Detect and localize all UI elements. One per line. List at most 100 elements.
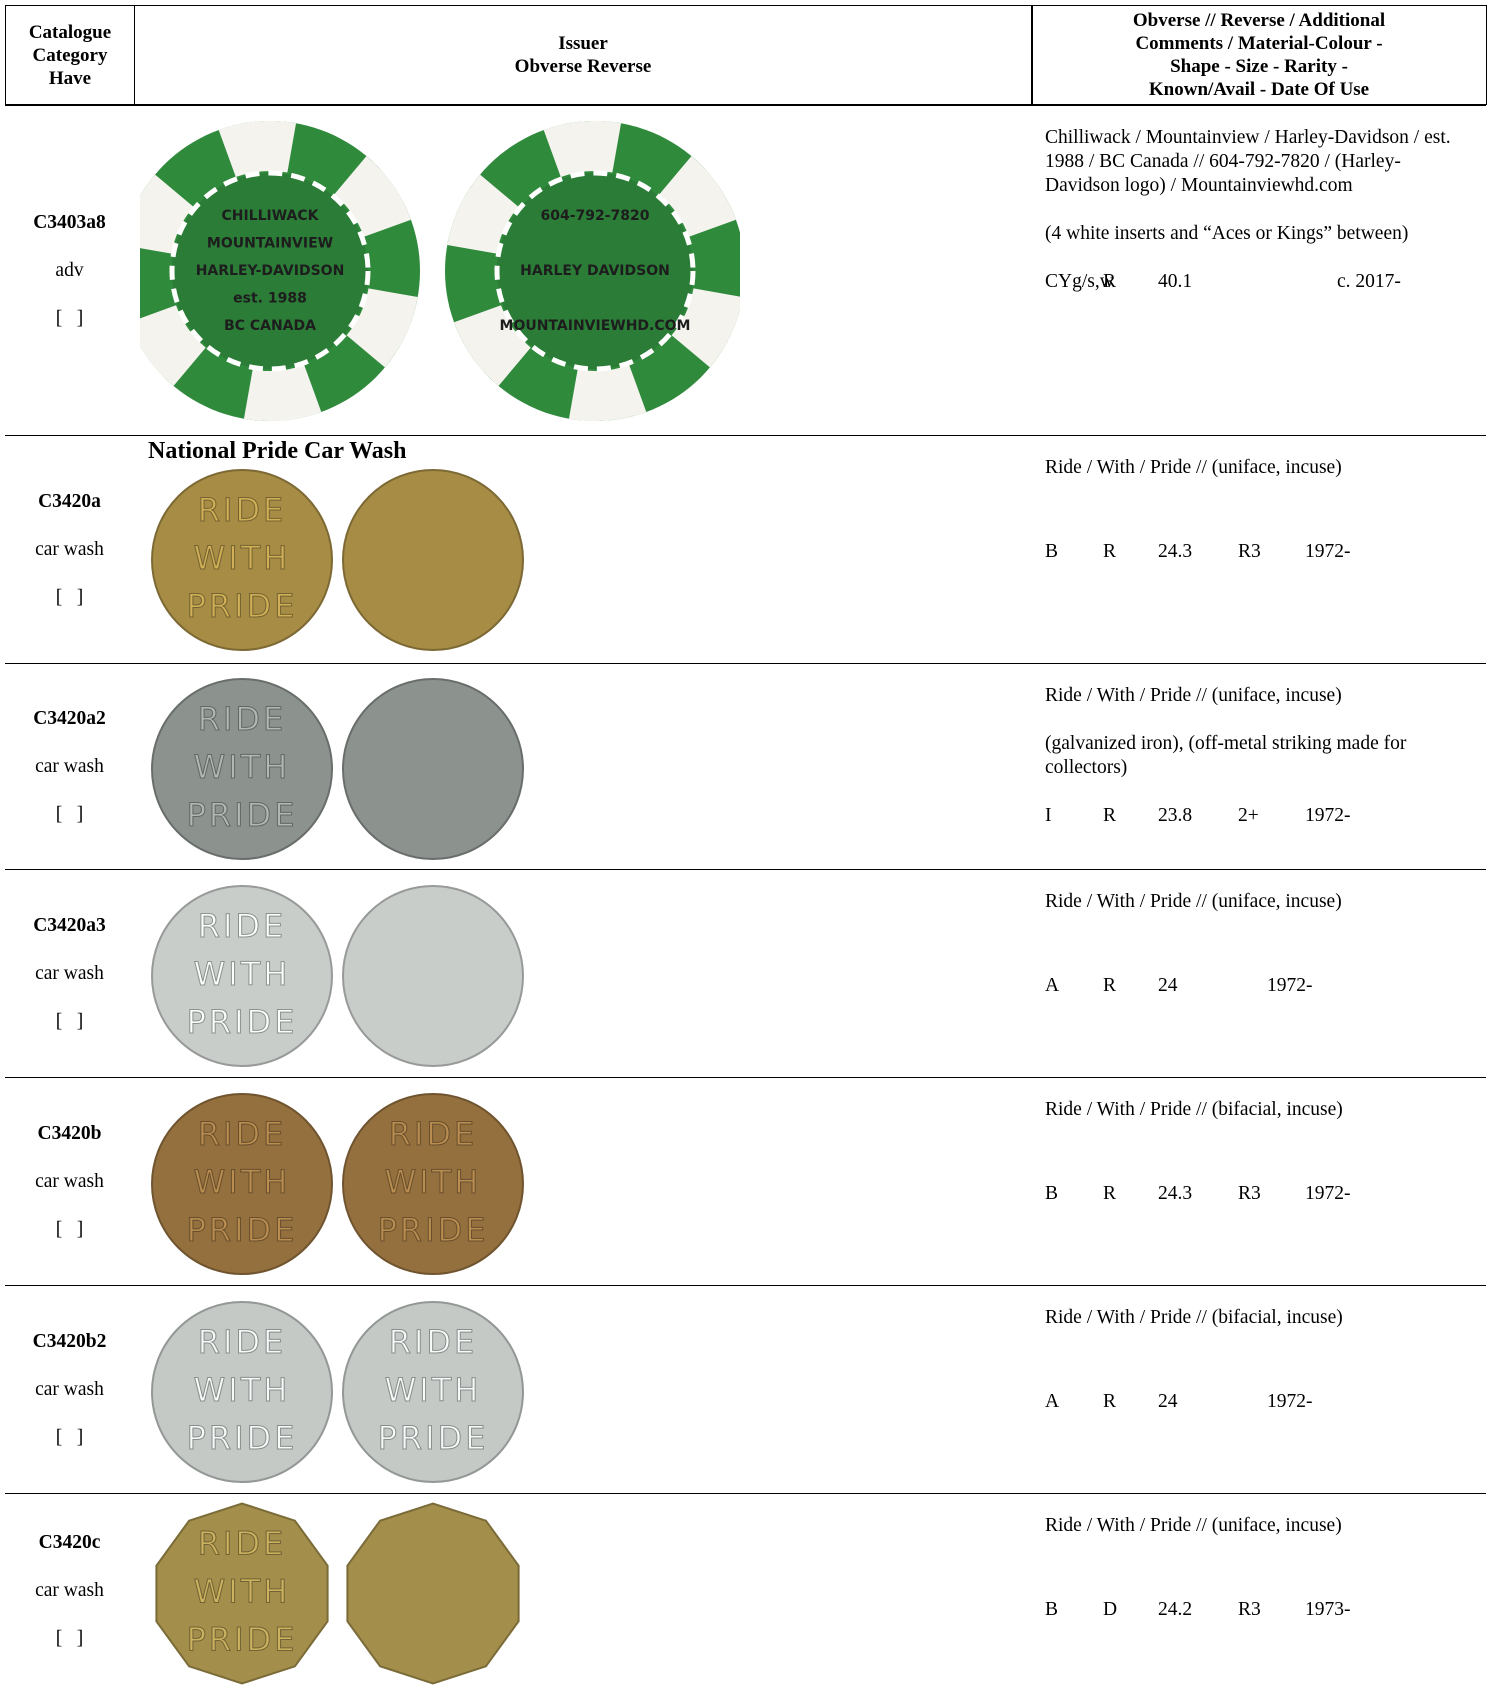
description: Chilliwack / Mountainview / Harley-David… [1045,126,1475,246]
coin-inscription: WITH [385,1371,482,1409]
spec-rarity: 2+ [1238,805,1259,826]
chip-inscription: MOUNTAINVIEW [207,236,333,252]
details-cell: Ride / With / Pride // (uniface, incuse)… [1045,684,1475,828]
catalogue-code: C3420a3 [33,914,106,936]
coin-reverse [346,1502,520,1685]
code-cell: C3420b car wash [ ] [5,1078,134,1285]
chip-inscription: MOUNTAINVIEWHD.COM [500,318,691,334]
spec-line: A R 24 1972- [1045,1390,1475,1414]
coin-inscription: PRIDE [187,1419,298,1457]
coin-inscription: RIDE [198,907,287,945]
description: Ride / With / Pride // (bifacial, incuse… [1045,1098,1475,1178]
catalogue-code: C3420b [37,1122,102,1144]
chip-inscription: HARLEY DAVIDSON [520,263,670,279]
spec-material: A [1045,975,1060,996]
coin-inscription: WITH [194,1371,291,1409]
header-line: Known/Avail - Date Of Use [1148,79,1370,100]
coin-inscription: RIDE [198,1115,287,1153]
code-cell: C3420b2 car wash [ ] [5,1286,134,1493]
header-details: Obverse // Reverse / Additional Comments … [1031,5,1487,105]
spec-size: 24.3 [1158,1183,1193,1204]
spec-size: 24 [1158,1391,1178,1412]
have-box: [ ] [55,803,84,825]
chip-inscription: est. 1988 [233,291,307,307]
header-line: Obverse // Reverse / Additional [1132,10,1386,31]
have-box: [ ] [55,1010,84,1032]
coin-images: RIDE WITH PRIDE [151,469,524,651]
coin-inscription: WITH [194,748,291,786]
coin-inscription: WITH [194,539,291,577]
description: Ride / With / Pride // (uniface, incuse) [1045,1514,1475,1594]
spec-material: I [1045,805,1052,826]
coin-obverse [151,469,333,651]
description-paragraph: Ride / With / Pride // (uniface, incuse) [1045,685,1342,706]
coin-inscription: WITH [194,955,291,993]
category: car wash [35,1378,104,1400]
chip-insert [243,364,322,421]
header-line: Issuer [558,33,608,54]
code-cell: C3420a2 car wash [ ] [5,664,134,869]
coin-images: RIDE WITH PRIDE RIDE WITH PRIDE [151,1093,524,1275]
chip-insert [454,305,531,386]
chip-inscription: CHILLIWACK [221,208,319,224]
catalogue-row: C3420a3 car wash [ ] RIDE WITH PRIDE Ride / Wi… [5,869,1486,1077]
spec-shape: R [1103,1183,1117,1204]
spec-date: 1972- [1267,1391,1313,1412]
catalogue-row: C3403a8 adv [ ] CHILLIWACK MOUNTAINVIEW HARLE… [5,105,1486,435]
chip-insert [140,174,194,254]
description-paragraph: Ride / With / Pride // (bifacial, incuse… [1045,1307,1343,1328]
header-line: Obverse Reverse [514,56,652,77]
chip-insert [568,364,647,421]
coin-images: RIDE WITH PRIDE RIDE WITH PRIDE [151,1301,524,1483]
spec-date: 1972- [1267,975,1313,996]
coin-inscription: RIDE [198,491,287,529]
have-box: [ ] [55,307,84,329]
coin-reverse [342,678,524,860]
chip-inscription: HARLEY-DAVIDSON [196,263,345,279]
category: car wash [35,1580,104,1601]
spec-rarity: R3 [1238,541,1261,562]
spec-rarity: R3 [1238,1183,1261,1204]
description-paragraph: Ride / With / Pride // (uniface, incuse) [1045,1515,1342,1536]
header-line: Category [32,44,108,66]
catalogue-code: C3420a [38,490,101,512]
spec-material: B [1045,541,1059,562]
description: Ride / With / Pride // (bifacial, incuse… [1045,1306,1475,1386]
coin-reverse [342,1093,524,1275]
coin-inscription: PRIDE [187,1621,298,1659]
header-code: Catalogue Category Have [5,5,135,105]
description-paragraph: Ride / With / Pride // (uniface, incuse) [1045,891,1342,912]
coin-inscription: PRIDE [187,1003,298,1041]
coin-reverse [342,1301,524,1483]
code-cell: C3420a3 car wash [ ] [5,870,134,1077]
spec-size: 24.2 [1158,1599,1193,1620]
coin-inscription: RIDE [198,1323,287,1361]
coin-inscription: PRIDE [187,587,298,625]
coin-inscription: WITH [194,1573,291,1611]
category: car wash [35,962,104,984]
description: Ride / With / Pride // (uniface, incuse) [1045,890,1475,970]
details-cell: Ride / With / Pride // (bifacial, incuse… [1045,1098,1475,1206]
spec-material: A [1045,1391,1060,1412]
spec-rarity: R3 [1238,1599,1261,1620]
chip-inscription: 604-792-7820 [540,208,649,224]
header-line: Shape - Size - Rarity - [1170,56,1348,77]
have-box: [ ] [55,586,84,608]
chip-insert [334,156,411,237]
coin-inscription: RIDE [198,700,287,738]
coin-inscription: RIDE [389,1323,478,1361]
chip-insert [671,288,740,368]
issuer-title: National Pride Car Wash [148,438,407,464]
category: adv [55,259,84,281]
spec-size: 24.3 [1158,541,1193,562]
coin-inscription: RIDE [198,1525,287,1563]
have-box: [ ] [55,1426,84,1448]
spec-shape: R [1103,541,1117,562]
catalogue-row: C3420a2 car wash [ ] RIDE WITH PRIDE Ride / Wi… [5,663,1486,869]
code-cell: C3420c car wash [ ] [5,1494,134,1688]
chip-ring [169,170,371,372]
spec-size: 40.1 [1158,271,1193,292]
catalogue-code: C3420a2 [33,707,106,729]
spec-date: 1972- [1305,1183,1351,1204]
